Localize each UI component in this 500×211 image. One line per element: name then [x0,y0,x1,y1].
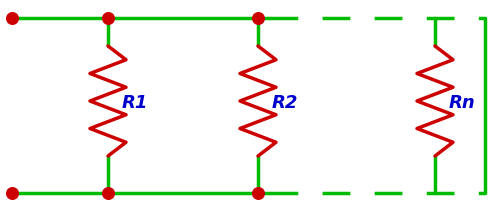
Point [104,191,112,195]
Point [8,16,16,20]
Text: R2: R2 [272,94,298,112]
Point [254,191,262,195]
Text: R1: R1 [122,94,148,112]
Point [8,191,16,195]
Text: Rn: Rn [449,94,476,112]
Point [254,16,262,20]
Point [104,16,112,20]
